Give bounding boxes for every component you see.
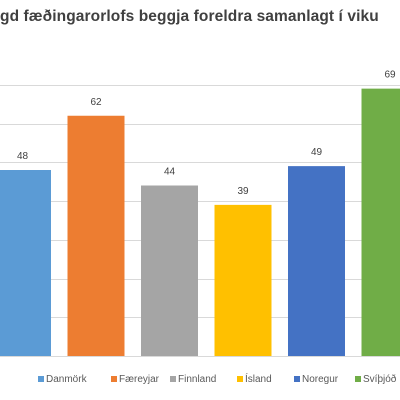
legend-label: Ísland	[245, 372, 272, 385]
bar-finnland	[141, 185, 198, 356]
chart-title: gd fæðingarorlofs beggja foreldra samanl…	[0, 8, 379, 25]
bar-færeyjar	[67, 115, 125, 356]
data-label: 44	[164, 167, 176, 178]
legend-swatch	[38, 376, 44, 382]
data-label: 39	[237, 186, 249, 197]
legend-label: Svíþjóð	[363, 373, 397, 385]
bar-ísland	[214, 204, 272, 356]
bar-danmörk	[0, 170, 51, 356]
legend-swatch	[170, 376, 176, 382]
legend-label: Finnland	[178, 374, 216, 385]
legend-swatch	[294, 376, 300, 382]
legend-swatch	[237, 376, 243, 382]
data-label: 62	[90, 97, 102, 108]
legend-label: Noregur	[302, 374, 339, 385]
data-label: 69	[384, 70, 396, 81]
legend-label: Færeyjar	[119, 374, 160, 385]
bar-svíþjóð	[361, 88, 400, 356]
legend-swatch	[355, 376, 361, 382]
legend-swatch	[111, 376, 117, 382]
legend: Danmörk Færeyjar Finnland Ísland Noregur Svíþ…	[38, 372, 397, 385]
bars	[0, 88, 400, 356]
data-label: 49	[311, 147, 323, 158]
legend-label: Danmörk	[46, 374, 88, 385]
data-labels: 48 62 44 39 49 69	[17, 70, 396, 197]
bar-noregur	[288, 166, 345, 356]
data-label: 48	[17, 151, 29, 162]
